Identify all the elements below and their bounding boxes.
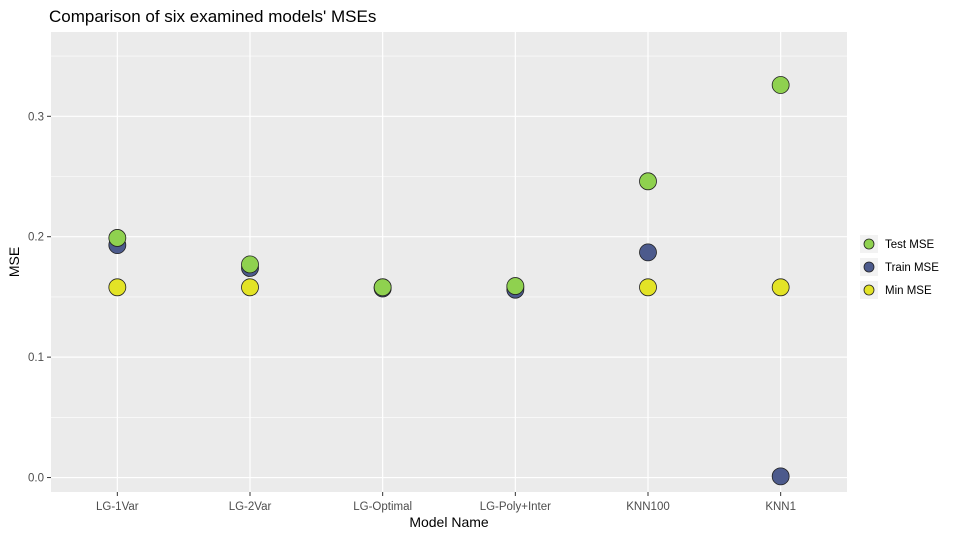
data-point-test-mse xyxy=(639,172,657,191)
y-tick-label: 0.2 xyxy=(28,232,44,244)
data-point-test-mse xyxy=(771,76,790,94)
chart-title: Comparison of six examined models' MSEs xyxy=(49,7,376,26)
legend-label: Train MSE xyxy=(885,262,939,274)
plot-panel xyxy=(51,32,847,492)
legend-marker xyxy=(863,284,875,296)
grid-lines xyxy=(51,32,847,492)
x-tick-label: LG-Poly+Inter xyxy=(480,501,551,513)
y-axis-title: MSE xyxy=(6,247,22,277)
data-point-min-mse xyxy=(771,278,790,297)
data-point-test-mse xyxy=(241,255,259,274)
data-point-min-mse xyxy=(639,278,657,297)
data-point-min-mse xyxy=(241,278,259,297)
x-tick-label: LG-1Var xyxy=(96,501,139,513)
data-point-train-mse xyxy=(639,243,657,262)
data-point-test-mse xyxy=(108,229,127,247)
data-point-train-mse xyxy=(771,467,790,486)
x-tick-label: LG-2Var xyxy=(229,501,272,513)
legend-label: Min MSE xyxy=(885,285,932,297)
legend: Test MSE Train MSE Min MSE xyxy=(860,235,939,299)
data-points xyxy=(108,76,790,486)
y-tick-label: 0.0 xyxy=(28,473,44,485)
legend-marker xyxy=(863,261,875,273)
x-axis-title: Model Name xyxy=(409,514,489,530)
data-point-min-mse xyxy=(108,278,127,297)
x-tick-label: KNN1 xyxy=(765,501,796,513)
y-axis-ticks: 0.0 0.1 0.2 0.3 xyxy=(28,111,51,485)
y-tick-label: 0.1 xyxy=(28,352,44,364)
data-point-test-mse xyxy=(373,278,392,297)
x-axis-ticks: LG-1Var LG-2Var LG-Optimal LG-Poly+Inter KNN… xyxy=(96,492,796,513)
legend-marker xyxy=(863,238,875,250)
legend-label: Test MSE xyxy=(885,239,935,251)
data-point-test-mse xyxy=(506,277,525,295)
x-tick-label: KNN100 xyxy=(626,501,669,513)
x-tick-label: LG-Optimal xyxy=(353,501,412,513)
y-tick-label: 0.3 xyxy=(28,111,44,123)
